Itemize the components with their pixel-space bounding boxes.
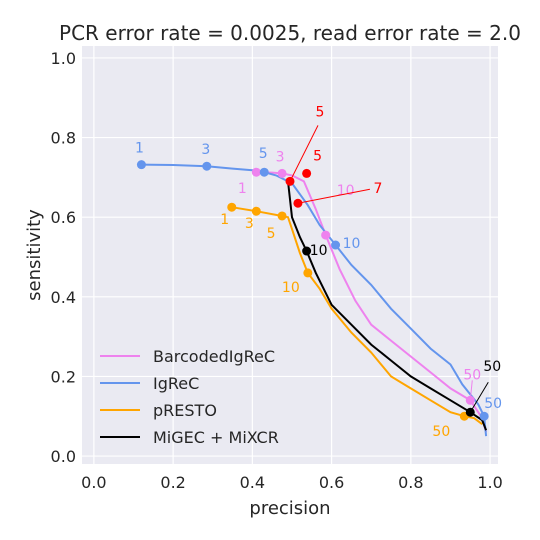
point-annotation: 50 xyxy=(432,424,450,440)
data-point xyxy=(251,206,261,216)
data-point xyxy=(277,168,287,178)
plot-background xyxy=(82,46,498,464)
point-annotation: 10 xyxy=(343,236,361,252)
point-annotation: 5 xyxy=(259,146,268,162)
point-annotation: 50 xyxy=(484,396,502,412)
chart-title: PCR error rate = 0.0025, read error rate… xyxy=(59,21,521,45)
legend: BarcodedIgReC IgReC pRESTO MiGEC + MiXCR xyxy=(100,347,279,447)
x-tick-label: 0.4 xyxy=(240,473,265,492)
point-annotation: 10 xyxy=(282,280,300,296)
x-axis-label: precision xyxy=(249,498,330,519)
y-tick-label: 1.0 xyxy=(51,49,76,68)
series-line xyxy=(231,206,483,425)
x-tick-label: 0.6 xyxy=(319,473,344,492)
point-annotation: 10 xyxy=(310,243,328,259)
data-point xyxy=(331,240,341,250)
series-line xyxy=(287,181,488,431)
data-point xyxy=(251,167,261,177)
x-tick-labels: 0.0 0.2 0.4 0.6 0.8 1.0 xyxy=(81,473,503,492)
annotation-leader xyxy=(469,380,473,401)
y-tick-label: 0.4 xyxy=(51,288,76,307)
series-line xyxy=(256,171,488,433)
highlight-point xyxy=(302,168,312,178)
x-tick-label: 0.2 xyxy=(160,473,185,492)
legend-label: pRESTO xyxy=(153,401,217,420)
annotation-leader xyxy=(289,125,319,182)
data-point xyxy=(321,230,331,240)
highlight-annotation: 5 xyxy=(316,104,325,120)
point-annotation: 50 xyxy=(463,367,481,383)
data-point xyxy=(259,167,269,177)
y-tick-label: 0.6 xyxy=(51,208,76,227)
point-annotation: 1 xyxy=(135,141,144,157)
y-axis-label: sensitivity xyxy=(24,209,45,301)
y-tick-label: 0.0 xyxy=(51,447,76,466)
data-point xyxy=(277,211,287,221)
grid xyxy=(82,46,498,464)
highlight-annotation: 7 xyxy=(373,181,382,197)
data-point xyxy=(302,246,312,256)
y-tick-label: 0.8 xyxy=(51,129,76,148)
highlight-annotation: 5 xyxy=(313,148,322,164)
legend-label: MiGEC + MiXCR xyxy=(153,428,279,447)
data-point xyxy=(479,411,489,421)
annotation-leader xyxy=(469,381,489,413)
point-annotation: 3 xyxy=(245,216,254,232)
legend-label: IgReC xyxy=(153,374,199,393)
point-annotation: 5 xyxy=(267,226,276,242)
x-tick-label: 0.0 xyxy=(81,473,106,492)
data-point xyxy=(227,202,237,212)
point-annotation: 3 xyxy=(201,142,210,158)
y-tick-label: 0.2 xyxy=(51,367,76,386)
x-tick-label: 1.0 xyxy=(477,473,502,492)
point-annotation: 1 xyxy=(238,181,247,197)
point-annotation: 3 xyxy=(276,149,285,165)
data-point xyxy=(136,160,146,170)
annotation-leader xyxy=(297,188,371,204)
series-layer xyxy=(136,160,489,437)
point-annotation: 1 xyxy=(220,212,229,228)
point-annotation: 10 xyxy=(337,183,355,199)
legend-label: BarcodedIgReC xyxy=(153,347,275,366)
x-tick-label: 0.8 xyxy=(398,473,423,492)
data-point xyxy=(202,161,212,171)
point-annotation: 50 xyxy=(483,359,501,375)
y-tick-labels: 0.0 0.2 0.4 0.6 0.8 1.0 xyxy=(51,49,76,466)
data-point xyxy=(303,268,313,278)
